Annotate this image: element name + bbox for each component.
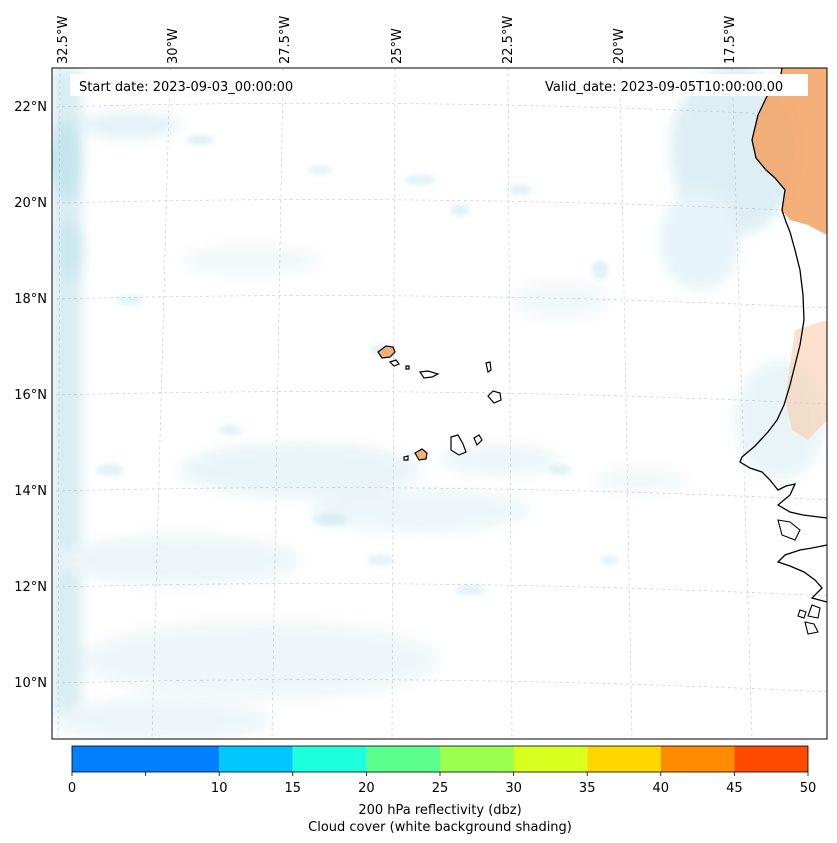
coastline [739,68,827,519]
colorbar-tick-label: 50 [800,781,817,796]
cloud-patch [80,620,440,700]
start-date-label: Start date: 2023-09-03_00:00:00 [79,80,293,95]
cloud-patch [660,190,740,290]
colorbar-tick-label: 45 [726,781,743,796]
island-maio [473,434,483,447]
colorbar-sublabel: Cloud cover (white background shading) [308,820,572,835]
colorbar-segment [734,746,808,772]
colorbar-tick-label: 10 [211,781,228,796]
lat-labels: 22°N 20°N 18°N 16°N 14°N 12°N 10°N [14,100,47,691]
island-sao-vicente [388,359,400,367]
coastline-south [776,544,827,603]
colorbar-tick-label: 15 [285,781,302,796]
colorbar-tick-label: 40 [653,781,670,796]
colorbar-tick-label: 30 [505,781,522,796]
colorbar-tick-label: 25 [432,781,449,796]
island-santiago [450,434,467,456]
cloud-patch [510,280,610,320]
graticule [55,68,827,739]
island-brava [403,455,409,461]
lat-label: 16°N [14,388,47,403]
lon-label: 20°W [612,28,627,64]
colorbar-segment [219,746,293,772]
cloud-patch [52,698,270,739]
island-sao-nicolau [418,370,440,379]
cloud-patch [180,442,420,498]
lat-label: 14°N [14,484,47,499]
lon-labels: 32.5°W 30°W 27.5°W 25°W 22.5°W 20°W 17.5… [56,16,738,64]
lon-label: 25°W [390,28,405,64]
cloud-patch [310,488,530,532]
start-date-box [70,74,315,96]
coastline-islands-south [777,519,821,635]
lat-label: 10°N [14,676,47,691]
lat-label: 18°N [14,292,47,307]
lon-label: 22.5°W [501,16,516,64]
cloud-speckles [96,135,620,595]
colorbar-tick-label: 0 [68,781,76,796]
island-fogo [414,448,428,461]
cloud-patch [60,534,300,586]
lat-label: 12°N [14,580,47,595]
cape-verde-islands [377,345,502,461]
colorbar-segment [513,746,588,772]
colorbar-label: 200 hPa reflectivity (dbz) [358,803,521,818]
africa-mainland [739,68,827,635]
island-boa-vista [487,390,502,404]
cloud-patch [595,466,685,494]
cloud-cover-shading [52,68,825,739]
map-frame [51,67,828,740]
land-shading [752,68,827,235]
lon-label: 27.5°W [278,16,293,64]
lat-label: 20°N [14,196,47,211]
colorbar-segment [660,746,735,772]
map-panel: Start date: 2023-09-03_00:00:00 Valid_da… [51,67,828,740]
lon-label: 32.5°W [56,16,71,64]
colorbar-tick-label: 20 [358,781,375,796]
lat-label: 22°N [14,100,47,115]
colorbar-tick-label: 35 [579,781,596,796]
cloud-patch [80,111,180,139]
cloud-patch [180,244,320,276]
lon-label: 17.5°W [723,16,738,64]
colorbar-segment [587,746,661,772]
valid-date-box [538,74,808,96]
land-shading-south [785,320,827,440]
colorbar-segments [72,746,808,772]
colorbar-segment [440,746,514,772]
lon-label: 30°W [166,28,181,64]
colorbar-ticks: 0 10 15 20 25 30 35 40 45 50 [68,772,816,796]
cloud-patch [56,220,84,280]
valid-date-label: Valid_date: 2023-09-05T10:00:00.00 [545,80,783,95]
cloud-patch [440,444,560,476]
colorbar-segment [72,746,220,772]
colorbar: 0 10 15 20 25 30 35 40 45 50 200 hPa reflectivity… [68,745,816,835]
colorbar-segment [366,746,440,772]
island-santo-antao [377,345,396,359]
island-sal [485,361,492,373]
island-santa-luzia [405,365,410,370]
colorbar-segment [292,746,367,772]
